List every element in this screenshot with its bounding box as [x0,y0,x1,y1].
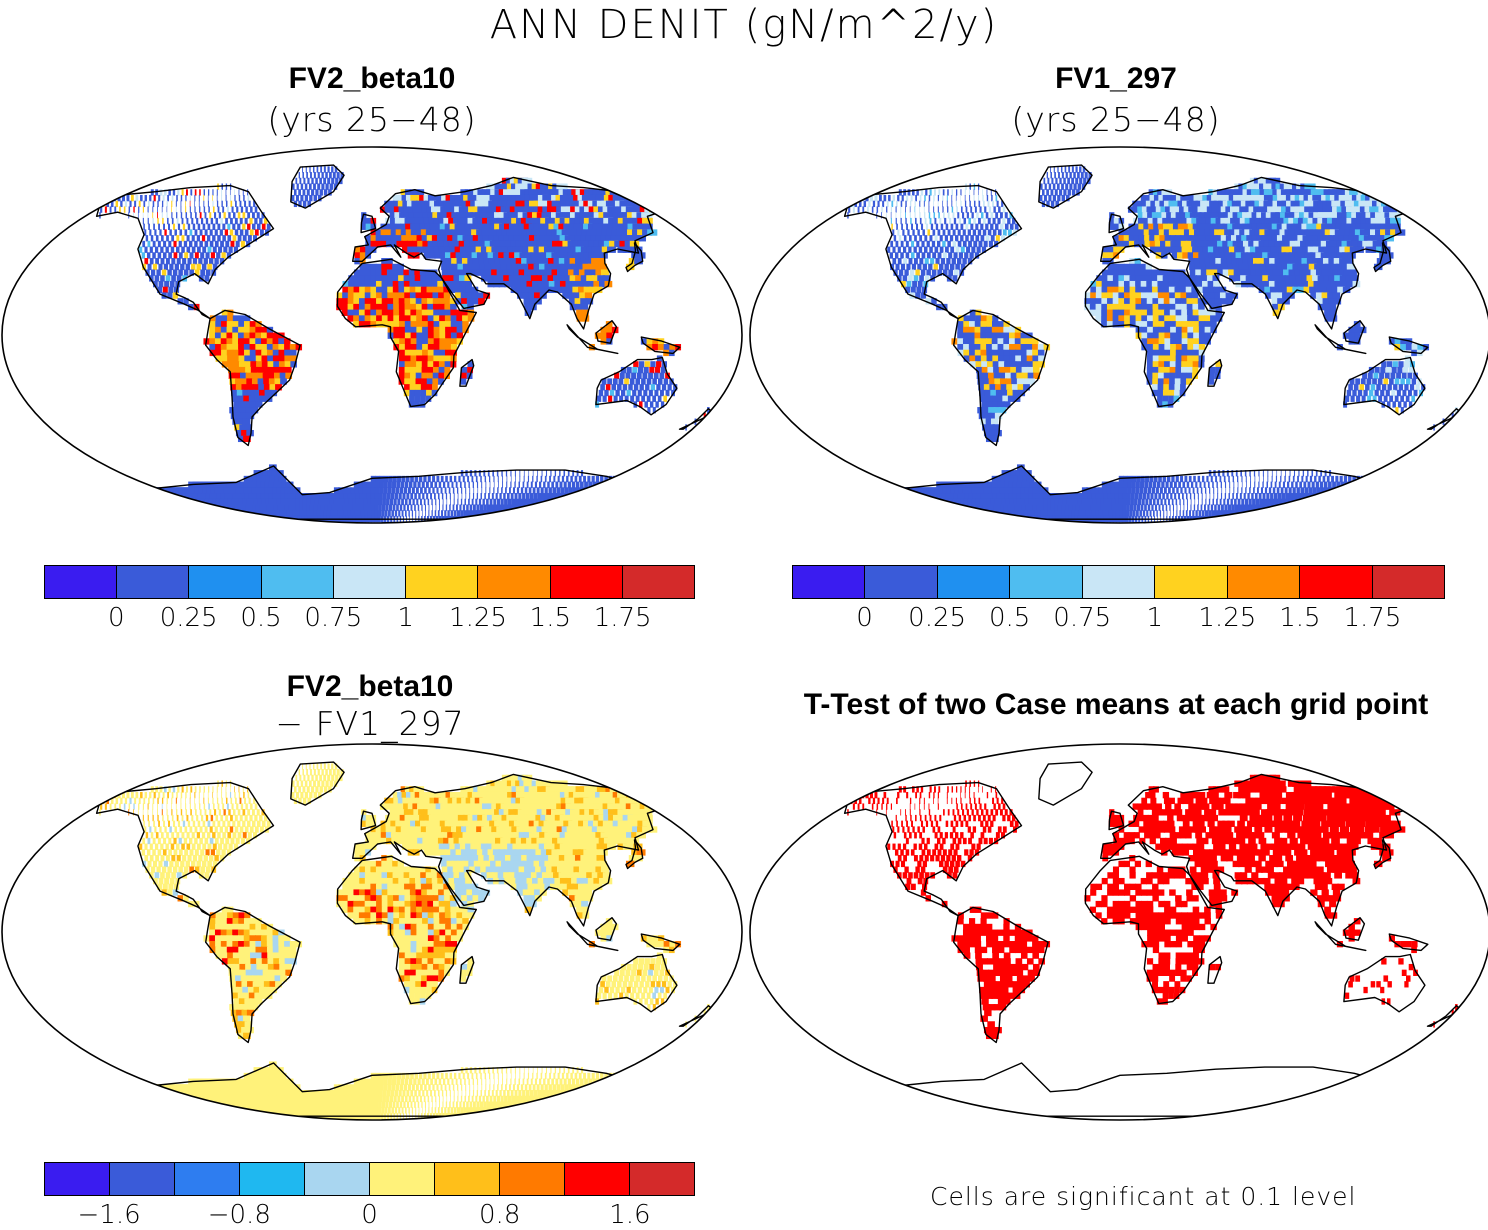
colorbar-tick-label: 0.75 [1053,603,1111,633]
colorbar-segment [1373,566,1444,598]
panel-1-subtitle: (yrs 25−48) [0,100,744,139]
map-panel-fv2-beta10 [0,145,744,525]
colorbar-tick-label: 1.5 [530,603,571,633]
colorbar-segment [370,1163,435,1195]
colorbar-segment [45,1163,110,1195]
land-grid-cells [99,763,710,1119]
colorbar-segment [305,1163,370,1195]
colorbar-segment [189,566,261,598]
colorbar-tick-label: −0.8 [208,1200,271,1230]
colorbar-tick-label: 1.75 [594,603,652,633]
panel-3-title: FV2_beta10 [0,670,740,704]
colorbar-tick-label: 0.5 [989,603,1030,633]
colorbar-tick-label: 0 [856,603,873,633]
colorbar-segment [334,566,406,598]
colorbar-tick-label: 0.75 [304,603,362,633]
colorbar-segment [793,566,865,598]
colorbar-segment [1083,566,1155,598]
colorbar-segment [240,1163,305,1195]
colorbar-segment [500,1163,565,1195]
panel-1-title: FV2_beta10 [0,62,744,96]
map-panel-fv1-297 [748,145,1488,525]
colorbar-tick-label: 0.25 [908,603,966,633]
colorbar-segment [117,566,189,598]
colorbar-segment [938,566,1010,598]
colorbar-segment [1155,566,1227,598]
colorbar-segment [1300,566,1372,598]
colorbar-segment [262,566,334,598]
colorbar-tick-label: 0.8 [479,1200,520,1230]
colorbar-panel-2 [792,565,1445,599]
colorbar-segment [565,1163,630,1195]
colorbar-tick-label: 1.6 [609,1200,650,1230]
colorbar-segment [175,1163,240,1195]
colorbar-tick-label: 1.25 [449,603,507,633]
colorbar-segment [478,566,550,598]
colorbar-segment [45,566,117,598]
colorbar-tick-label: 0.5 [240,603,281,633]
colorbar-tick-label: 0 [361,1200,378,1230]
panel-4-title: T-Test of two Case means at each grid po… [744,688,1488,722]
colorbar-panel-3 [44,1162,695,1196]
colorbar-panel-1 [44,565,695,599]
colorbar-segment [551,566,623,598]
colorbar-tick-label: 1.5 [1279,603,1320,633]
colorbar-segment [1010,566,1082,598]
colorbar-tick-label: 1 [1146,603,1163,633]
panel-2-subtitle: (yrs 25−48) [744,100,1488,139]
figure-title: ANN DENIT (gN/m^2/y) [0,2,1488,48]
land-grid-cells [99,166,710,522]
colorbar-segment [1228,566,1300,598]
colorbar-segment [406,566,478,598]
panel-3-subtitle: − FV1_297 [0,704,740,743]
colorbar-segment [623,566,694,598]
land-grid-cells [847,166,1458,522]
map-panel-difference [0,742,744,1122]
colorbar-tick-label: 1.25 [1198,603,1256,633]
colorbar-tick-label: 1.75 [1343,603,1401,633]
colorbar-segment [435,1163,500,1195]
panel-2-title: FV1_297 [744,62,1488,96]
significance-note: Cells are significant at 0.1 level [930,1182,1356,1211]
colorbar-segment [865,566,937,598]
colorbar-tick-label: 0 [108,603,125,633]
map-panel-ttest [748,742,1488,1122]
colorbar-segment [110,1163,175,1195]
land-grid-cells [847,775,1457,1039]
colorbar-tick-label: 1 [397,603,414,633]
colorbar-tick-label: 0.25 [160,603,218,633]
colorbar-segment [630,1163,694,1195]
colorbar-tick-label: −1.6 [78,1200,141,1230]
